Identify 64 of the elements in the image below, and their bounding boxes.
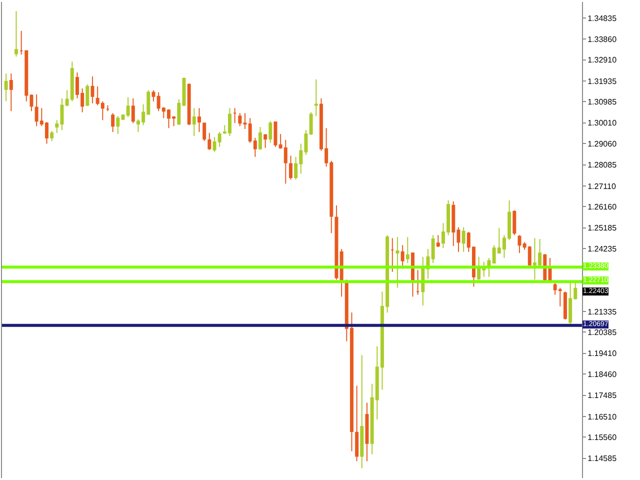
candlestick: [90, 76, 94, 104]
y-tick-label: 1.30010: [588, 118, 618, 128]
y-tick-label: 1.24235: [588, 244, 618, 254]
y-tick-label: 1.27110: [588, 182, 616, 191]
y-tick-label: 1.29060: [588, 139, 618, 148]
candlestick: [192, 108, 196, 136]
candlestick: [512, 210, 516, 236]
candlestick: [360, 354, 364, 469]
y-tick-label: 1.28085: [588, 160, 618, 170]
candlestick: [218, 132, 222, 148]
candlestick: [274, 122, 278, 148]
candlestick: [9, 73, 13, 112]
candlestick: [4, 73, 8, 102]
y-tick-label: 1.30985: [588, 98, 618, 106]
y-tick-label: 1.20385: [588, 328, 618, 337]
candlestick: [431, 234, 435, 264]
y-tick-label: 1.18460: [588, 370, 618, 379]
candlestick: [131, 98, 135, 124]
candlestick: [86, 84, 90, 107]
candlestick: [314, 78, 318, 117]
y-tick-label: 1.33860: [588, 34, 618, 44]
y-tick-label: 1.21335: [588, 307, 618, 316]
candlestick: [340, 248, 344, 298]
candlestick: [396, 236, 400, 288]
y-tick-label: 1.17485: [588, 391, 618, 400]
candlestick: [202, 122, 206, 142]
candlestick: [334, 204, 338, 280]
candlestick: [410, 252, 414, 298]
candlestick: [20, 30, 24, 56]
candlestick: [436, 234, 440, 248]
candlestick: [309, 112, 313, 136]
candlestick: [126, 96, 130, 118]
candlestick: [390, 238, 394, 272]
y-tick-label: 1.34835: [588, 14, 618, 23]
candlestick: [111, 112, 115, 133]
candlestick: [208, 132, 212, 150]
candlestick: [355, 385, 359, 462]
candlestick: [212, 136, 216, 152]
candlestick: [518, 234, 522, 254]
y-tick-label: 1.15560: [588, 432, 618, 442]
candlestick: [365, 402, 369, 462]
y-tick-label: 1.14585: [588, 454, 618, 464]
y-tick-label: 1.32910: [588, 56, 618, 65]
candlestick: [268, 120, 272, 144]
candlestick: [400, 244, 404, 270]
candlestick: [406, 236, 410, 264]
candlestick: [197, 108, 201, 133]
y-tick-label: 1.25185: [588, 224, 618, 233]
candlestick: [14, 10, 18, 58]
y-tick-label: 1.16510: [588, 412, 618, 422]
y-tick-label: 1.26160: [588, 202, 618, 212]
candlestick: [416, 269, 420, 296]
candlestick: [50, 130, 54, 142]
candlestick: [563, 291, 567, 320]
candlestick: [106, 104, 110, 112]
candlestick: [187, 82, 191, 126]
candlestick: [462, 226, 466, 252]
candlestick: [288, 155, 292, 180]
y-tick-label: 1.19410: [588, 349, 618, 358]
y-tick-label: 1.31935: [588, 76, 618, 86]
candlestick: [258, 126, 262, 150]
candlestick: [233, 108, 237, 124]
candlestick: [264, 133, 268, 148]
candlestick: [152, 90, 156, 102]
